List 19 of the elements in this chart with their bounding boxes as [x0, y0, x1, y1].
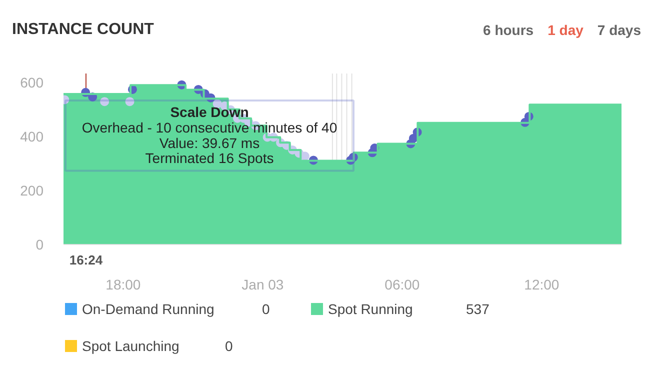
- legend-label: Spot Launching: [82, 337, 180, 356]
- legend-item: On-Demand Running 0: [65, 299, 270, 319]
- text: 6 hours: [483, 22, 534, 38]
- text: 7 days: [597, 22, 641, 38]
- ref-line-label: 16:24: [69, 252, 104, 268]
- legend-label: Spot Running: [328, 300, 414, 319]
- y-tick-label: 400: [20, 128, 44, 144]
- y-tick-label: 200: [20, 182, 44, 198]
- y-tick-label: 0: [36, 236, 44, 252]
- x-tick-label: 12:00: [524, 276, 560, 292]
- text: 1 day: [548, 22, 584, 38]
- chart-title: INSTANCE COUNT: [12, 20, 154, 40]
- legend-label: On-Demand Running: [82, 300, 216, 319]
- y-tick-label: 600: [20, 74, 44, 90]
- x-tick-label: 06:00: [384, 276, 420, 292]
- legend-item: Spot Launching 0: [65, 336, 233, 356]
- x-tick-label: Jan 03: [242, 276, 284, 292]
- x-tick-label: 18:00: [106, 276, 141, 292]
- legend-item: Spot Running 537: [311, 299, 490, 319]
